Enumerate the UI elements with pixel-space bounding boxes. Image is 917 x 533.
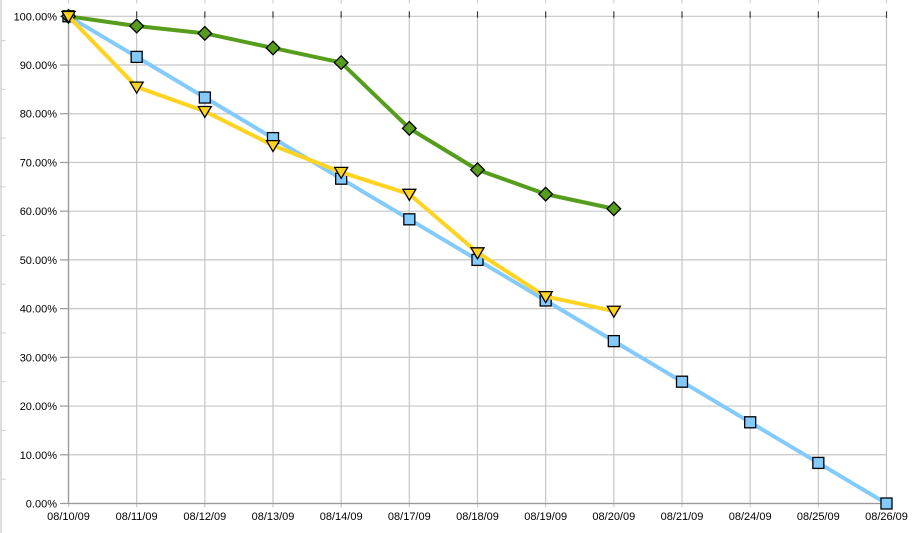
marker-diamond xyxy=(606,201,622,217)
marker-square xyxy=(744,416,757,429)
marker-square xyxy=(607,334,620,348)
x-axis-label: 08/18/09 xyxy=(456,511,499,523)
y-axis-label: 10.00% xyxy=(20,450,58,462)
x-axis-label: 08/20/09 xyxy=(592,511,635,523)
x-axis-label: 08/11/09 xyxy=(116,511,158,523)
marker-diamond xyxy=(537,186,554,202)
x-axis-label: 08/13/09 xyxy=(252,511,295,523)
x-axis-label: 08/25/09 xyxy=(797,511,840,523)
marker-square xyxy=(812,456,825,470)
y-axis-label: 60.00% xyxy=(20,206,58,218)
marker-triangle-down xyxy=(606,305,622,319)
y-axis-label: 50.00% xyxy=(20,255,58,267)
marker-square xyxy=(130,50,143,64)
x-axis-label: 08/14/09 xyxy=(320,511,363,523)
marker-triangle-down xyxy=(197,105,213,119)
marker-triangle-down xyxy=(333,166,349,180)
x-axis-label: 08/19/09 xyxy=(524,511,567,523)
marker-diamond xyxy=(469,162,486,178)
marker-square xyxy=(675,375,689,388)
marker-diamond xyxy=(265,40,281,56)
marker-triangle-down xyxy=(401,188,417,202)
marker-diamond xyxy=(128,18,145,34)
marker-triangle-down xyxy=(129,81,145,95)
marker-square xyxy=(880,497,893,510)
marker-triangle-down xyxy=(538,290,554,304)
y-axis-label: 100.00% xyxy=(14,11,58,23)
x-axis-label: 08/21/09 xyxy=(661,511,704,523)
marker-diamond xyxy=(197,25,213,42)
x-axis-label: 08/10/09 xyxy=(47,511,90,523)
x-axis-label: 08/17/09 xyxy=(388,511,431,523)
x-axis-label: 08/24/09 xyxy=(729,511,772,523)
marker-diamond xyxy=(401,120,418,137)
x-axis-label: 08/12/09 xyxy=(183,511,226,523)
marker-triangle-down xyxy=(265,139,281,153)
y-axis-label: 20.00% xyxy=(20,401,58,413)
marker-square xyxy=(198,91,211,104)
marker-diamond xyxy=(333,54,349,71)
y-axis-label: 80.00% xyxy=(20,109,58,121)
marker-square xyxy=(403,213,416,226)
marker-triangle-down xyxy=(60,10,77,24)
marker-triangle-down xyxy=(469,247,486,261)
y-axis-label: 30.00% xyxy=(20,352,58,364)
y-axis-label: 90.00% xyxy=(20,60,58,72)
y-axis-label: 40.00% xyxy=(20,304,58,316)
y-axis-label: 0.00% xyxy=(26,499,57,511)
x-axis-label: 08/26/09 xyxy=(865,511,908,523)
y-axis-label: 70.00% xyxy=(20,157,58,169)
